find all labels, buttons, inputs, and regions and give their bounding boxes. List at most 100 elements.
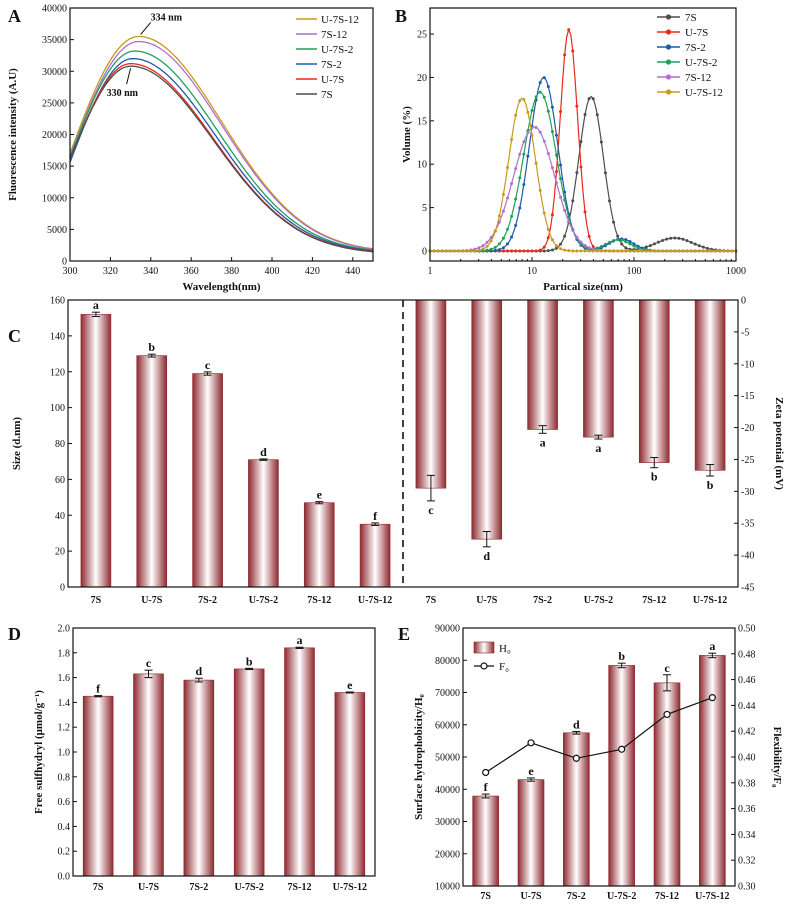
d-ytick-label-4: 0.8 [58,772,71,783]
b-marker-7s-2 [506,242,510,246]
b-marker-7s-12 [534,125,538,129]
b-marker-u-7s-12 [603,249,607,253]
e-xlabel-u-7s: U-7S [520,891,542,902]
b-marker-u-7s-2 [636,246,640,250]
b-marker-7s-12 [542,139,546,143]
b-marker-u-7s-12 [693,249,697,253]
b-marker-u-7s [510,249,514,253]
c-size-sig-letter-7s-12: e [317,488,323,502]
c-zeta-xlabel-7s-2: 7S-2 [533,595,552,606]
b-marker-u-7s-12 [448,249,452,253]
b-ytick-label-2: 10 [417,160,427,171]
d-bar-7s-12 [284,647,315,877]
b-marker-7s-12 [559,195,563,199]
a-plot-frame [69,7,374,262]
c-zeta-bar-7s-12 [638,299,670,463]
a-legend-label-u-7s-2: U-7S-2 [321,44,353,56]
c-size-sig-letter-u-7s-2: d [260,445,267,459]
b-marker-u-7s-12 [599,249,603,253]
c-size-errorbar-u-7s [147,353,156,358]
b-marker-u-7s-12 [697,249,701,253]
panel-a-letter: A [8,6,21,26]
b-marker-u-7s-12 [436,249,440,253]
b-marker-7s [661,238,665,242]
a-annotation-arrow-330 [126,68,132,85]
c-plot-frame [67,299,739,588]
b-marker-u-7s-2 [497,242,501,246]
a-ytick-label-4: 20000 [42,130,67,141]
d-xlabel-u-7s-12: U-7S-12 [333,882,367,893]
b-marker-7s [546,249,550,253]
b-marker-u-7s-2 [616,238,620,242]
c-size-bar-7s-12 [303,502,335,588]
c-zeta-sig-letter-u-7s-2: a [595,441,601,455]
b-legend-marker-u-7s [665,29,672,35]
b-marker-u-7s-12 [534,161,538,165]
e-h0-errorbar-u-7s-2 [617,662,626,669]
e-y2tick-label-7: 0.44 [738,701,756,712]
b-marker-u-7s-2 [563,198,567,202]
b-marker-u-7s-12 [457,249,461,253]
b-marker-7s [612,220,616,224]
b-marker-u-7s-12 [485,244,489,248]
b-marker-7s [563,234,567,238]
b-marker-u-7s-2 [506,227,510,231]
panel-d-letter: D [8,624,21,644]
e-ytick-label-4: 50000 [435,753,460,764]
b-marker-u-7s [571,49,575,53]
e-h0-errorbar-7s [481,793,490,799]
b-marker-u-7s-12 [673,249,677,253]
b-marker-7s-2 [493,248,497,252]
a-legend-label-u-7s: U-7S [321,74,344,86]
b-marker-u-7s-2 [612,238,616,242]
e-plot-frame [462,627,736,887]
b-marker-7s-2 [514,223,518,227]
b-marker-u-7s-12 [710,249,714,253]
b-ytick-label-4: 20 [417,73,427,84]
b-marker-u-7s-12 [583,249,587,253]
b-legend-marker-7s-12 [665,74,672,80]
a-line-7s [69,65,374,253]
b-marker-7s [685,239,689,243]
c-zeta-sig-letter-7s-2: a [540,435,546,449]
b-xtick-label-0: 1 [428,266,433,277]
b-marker-u-7s-12 [632,249,636,253]
b-marker-7s-2 [538,80,542,84]
c-size-bar-7s [80,314,112,588]
c-zeta-y2tick-label-8: -40 [741,551,754,562]
e-h0-sig-letter-u-7s-12: a [709,639,715,653]
a-ytick-label-0: 0 [62,257,67,268]
b-marker-u-7s-2 [534,95,538,99]
b-marker-u-7s-12 [489,239,493,243]
a-xtick-label-0: 300 [63,266,78,277]
e-xlabel-7s: 7S [480,891,491,902]
e-h0-sig-letter-u-7s: e [528,764,534,778]
b-marker-u-7s-12 [526,110,530,114]
b-marker-u-7s-2 [599,244,603,248]
c-size-errorbar-u-7s-2 [259,458,268,461]
b-marker-7s [693,242,697,246]
a-ytick-label-6: 30000 [42,67,67,78]
b-marker-7s-2 [510,235,514,239]
e-xlabel-7s-2: 7S-2 [567,891,586,902]
b-marker-u-7s-12 [681,249,685,253]
b-line-u-7s-12 [430,97,736,252]
b-series-group [428,27,738,253]
b-marker-7s [554,246,558,250]
b-marker-u-7s-12 [469,249,473,253]
c-size-sig-letter-u-7s-12: f [373,509,378,523]
c-zeta-y2tick-label-3: -15 [741,391,754,402]
c-size-bar-7s-2 [192,373,223,588]
c-zeta-errorbar-u-7s-2 [594,434,603,440]
b-marker-7s-2 [497,248,501,252]
c-zeta-xlabel-u-7s-2: U-7S-2 [584,595,613,606]
b-marker-u-7s-12 [726,249,730,253]
b-marker-u-7s-12 [722,249,726,253]
e-f0-point-7s-12 [663,710,671,719]
b-marker-u-7s-12 [665,249,669,253]
c-zeta-bar-7s-2 [527,299,558,430]
b-marker-u-7s-12 [444,249,448,253]
b-marker-u-7s-12 [542,211,546,215]
e-h0-sig-letter-7s-2: d [573,718,580,732]
b-marker-u-7s-12 [571,249,575,253]
